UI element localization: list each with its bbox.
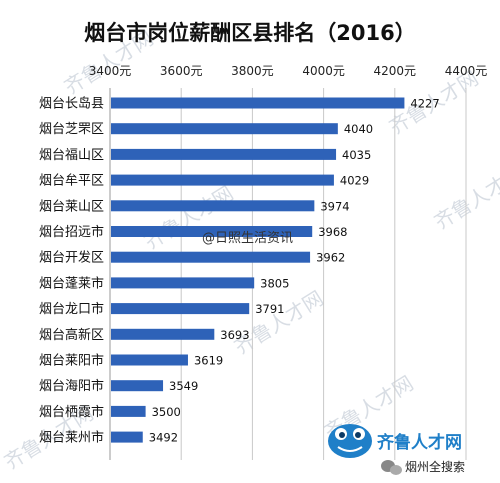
wechat-credit-text: 烟州全搜索 — [405, 459, 465, 474]
category-label: 烟台莱州市 — [39, 430, 104, 446]
bar — [111, 123, 338, 135]
bar — [111, 200, 315, 212]
category-label: 烟台芝罘区 — [39, 121, 104, 137]
x-tick-label: 3400元 — [89, 64, 132, 78]
data-label: 4029 — [340, 174, 369, 188]
watermark-text: 齐鲁人才网 — [230, 286, 328, 359]
site-logo: 齐鲁人才网 — [328, 424, 462, 458]
bar — [111, 405, 146, 417]
category-label: 烟台高新区 — [39, 327, 104, 343]
data-label: 3968 — [318, 225, 347, 239]
logo-text: 齐鲁人才网 — [377, 432, 462, 453]
value-labels: 4227 4040 4035 4029 3974 3968 3962 3805 3791 3693… — [149, 97, 440, 445]
data-label: 3805 — [260, 276, 289, 290]
bars — [111, 97, 405, 443]
category-label: 烟台蓬莱市 — [39, 275, 104, 291]
wechat-icon — [381, 460, 402, 475]
bar — [111, 277, 255, 289]
frog-logo-icon — [328, 424, 372, 458]
data-label: 4035 — [342, 148, 371, 162]
category-label: 烟台开发区 — [39, 250, 104, 266]
data-label: 3492 — [149, 431, 178, 445]
bar — [111, 97, 405, 109]
category-label: 烟台牟平区 — [39, 174, 104, 189]
data-label: 4040 — [344, 122, 373, 136]
data-label: 3693 — [220, 328, 249, 342]
x-tick-label: 4400元 — [445, 64, 488, 78]
category-labels: 烟台长岛县烟台芝罘区烟台福山区烟台牟平区烟台莱山区烟台招远市烟台开发区烟台蓬莱市… — [39, 96, 104, 446]
category-label: 烟台招远市 — [39, 224, 104, 240]
bar — [111, 303, 250, 315]
category-label: 烟台海阳市 — [39, 378, 104, 394]
data-label: 4227 — [410, 97, 439, 111]
category-label: 烟台长岛县 — [39, 96, 104, 112]
x-tick-label: 4200元 — [374, 64, 417, 78]
category-label: 烟台福山区 — [39, 148, 104, 163]
chart-title: 烟台市岗位薪酬区县排名（2016） — [84, 21, 415, 45]
bar — [111, 174, 334, 186]
data-label: 3962 — [316, 251, 345, 265]
x-tick-label: 3800元 — [231, 64, 274, 78]
category-label: 烟台龙口市 — [39, 301, 104, 317]
center-watermark: @日照生活资讯 — [202, 231, 293, 246]
bar — [111, 148, 337, 160]
bar — [111, 380, 164, 392]
x-tick-label: 4000元 — [302, 64, 345, 78]
bar — [111, 328, 215, 340]
wechat-credit: 烟州全搜索 — [381, 459, 465, 475]
data-label: 3619 — [194, 354, 223, 368]
data-label: 3500 — [152, 405, 181, 419]
category-label: 烟台莱阳市 — [39, 353, 104, 369]
bar — [111, 226, 313, 237]
bar — [111, 431, 143, 443]
bar — [111, 251, 311, 263]
data-label: 3791 — [255, 302, 284, 316]
data-label: 3549 — [169, 379, 198, 393]
bar — [111, 354, 188, 366]
data-label: 3974 — [320, 199, 349, 213]
x-tick-label: 3600元 — [160, 64, 203, 78]
watermark-text: 齐鲁人才网 — [430, 161, 500, 234]
category-label: 烟台莱山区 — [39, 199, 104, 214]
category-label: 烟台栖霞市 — [39, 404, 104, 420]
x-axis-ticks: 3400元 3600元 3800元 4000元 4200元 4400元 — [89, 64, 488, 78]
